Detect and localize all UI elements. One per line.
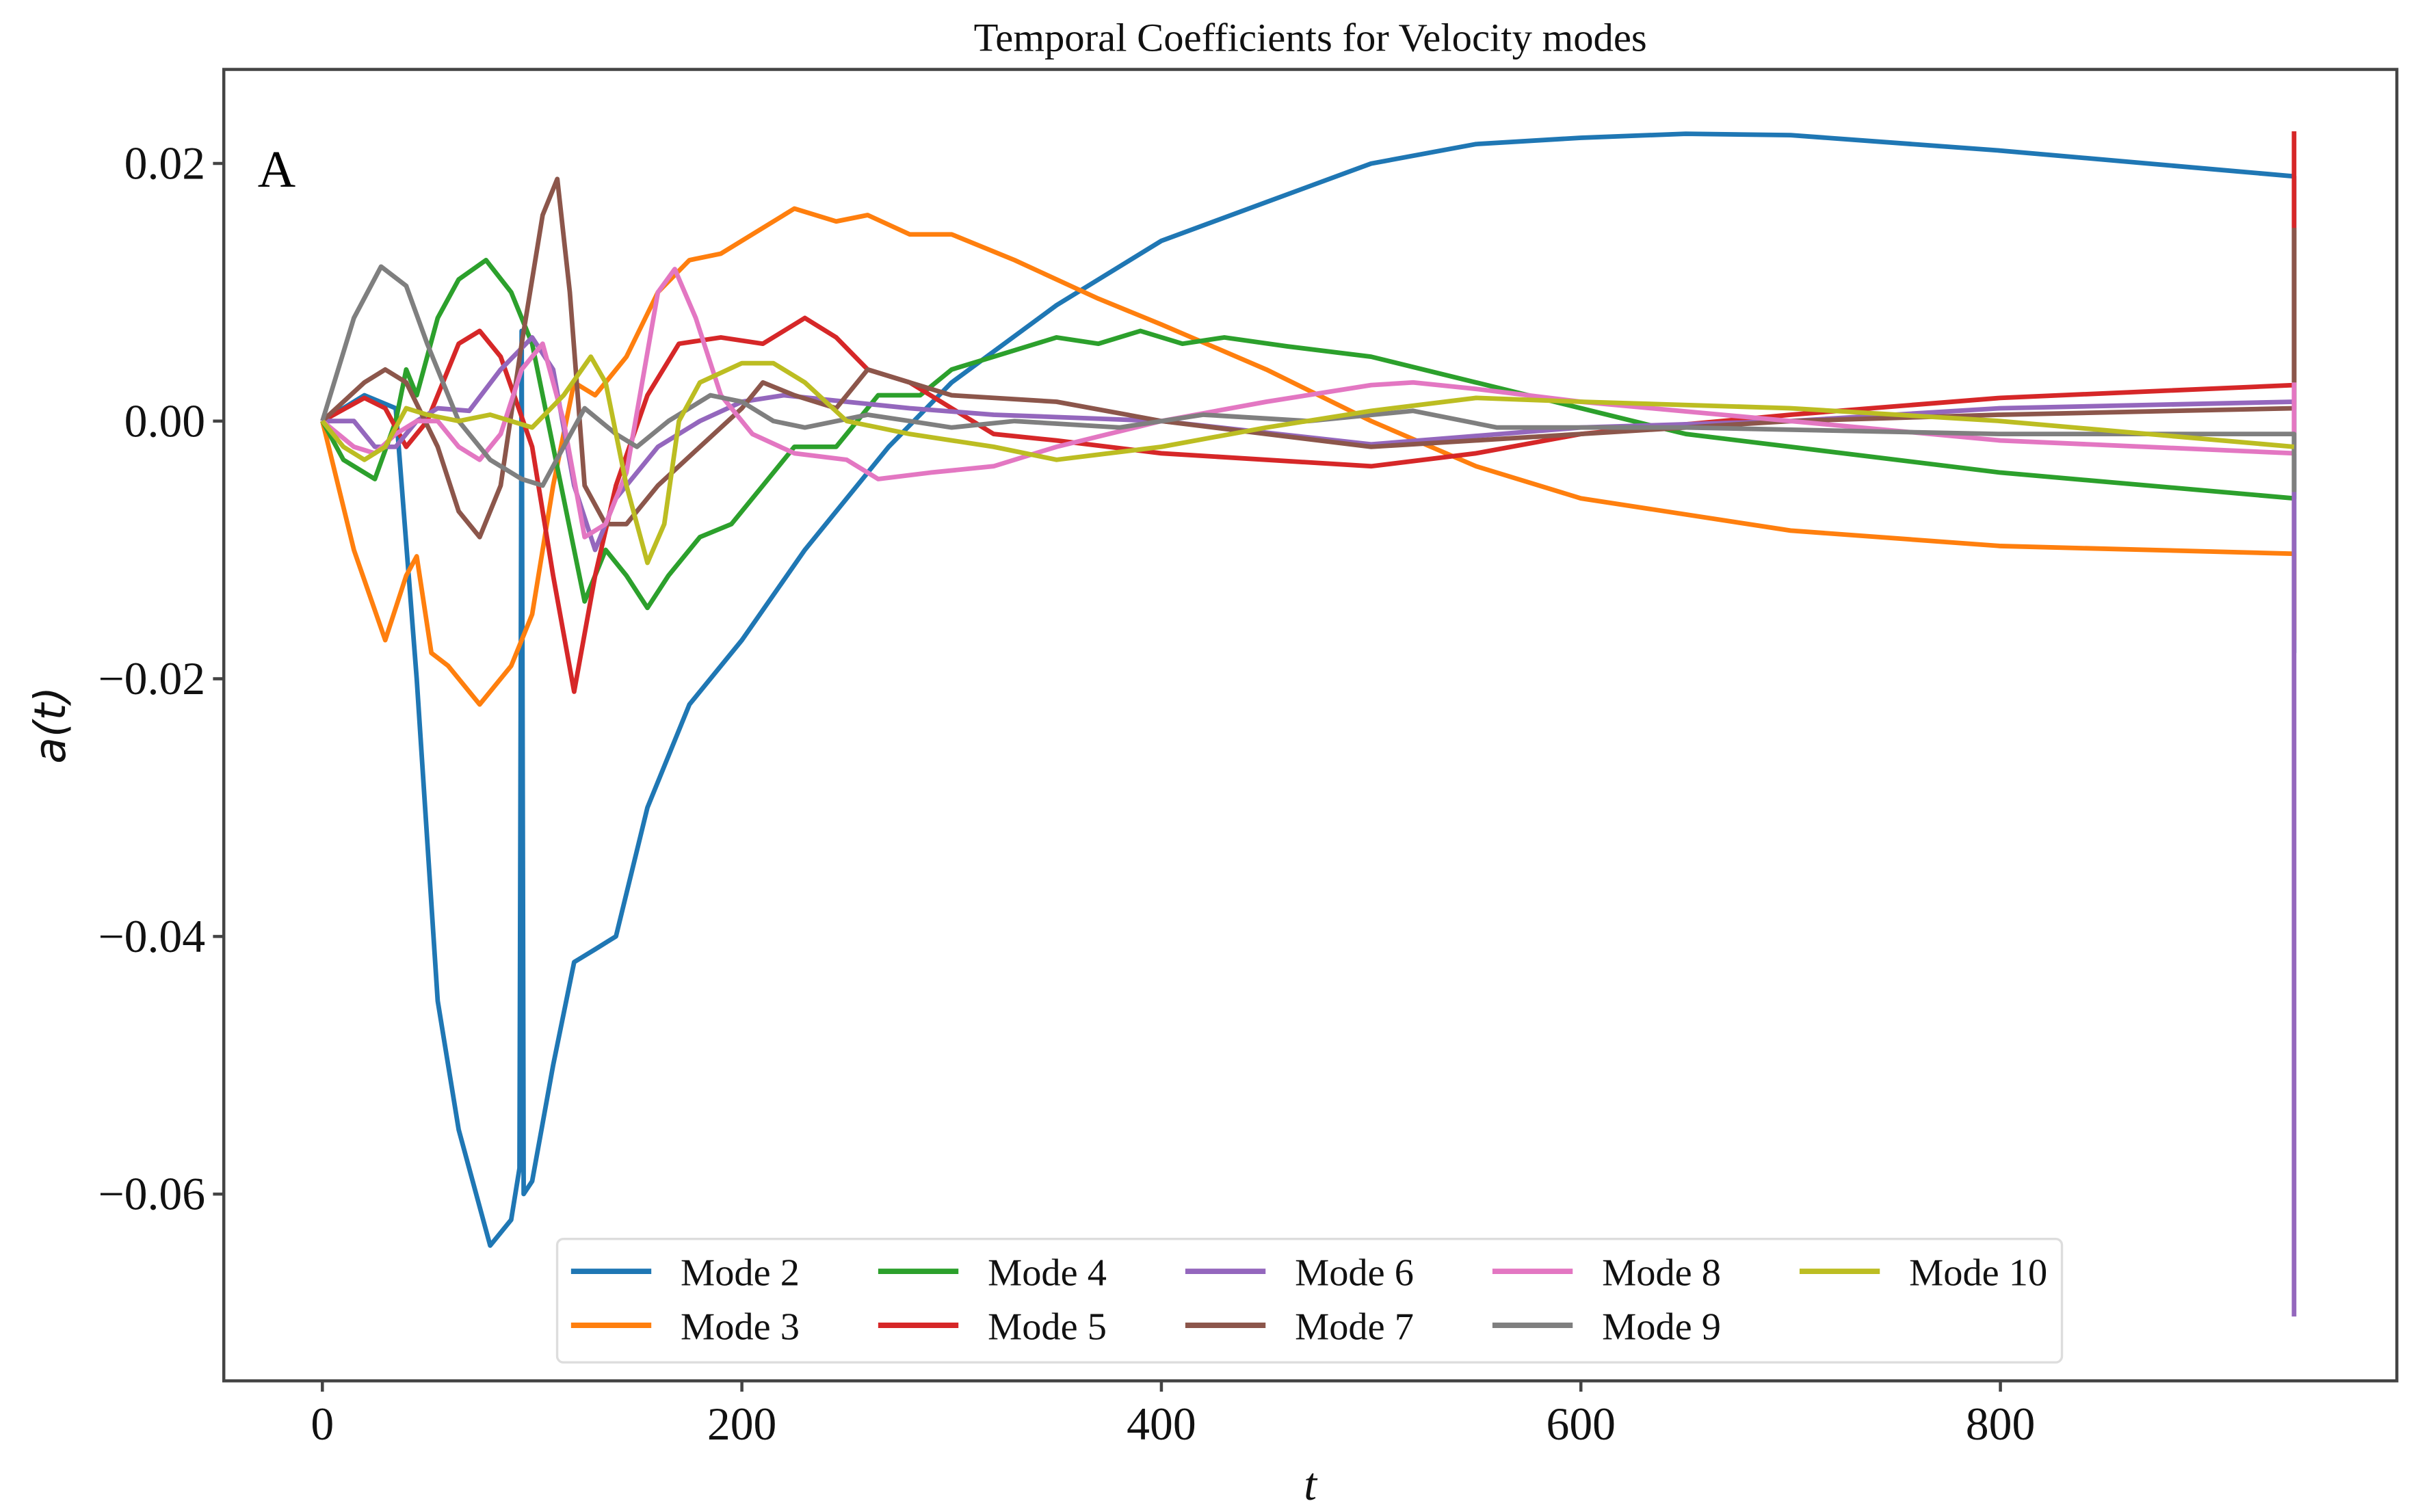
chart-title: Temporal Coefficients for Velocity modes bbox=[974, 15, 1647, 59]
y-axis-label: a(t) bbox=[25, 687, 75, 764]
legend-label: Mode 9 bbox=[1602, 1305, 1721, 1348]
series-line-mode-7 bbox=[321, 176, 2297, 540]
series-line-mode-8 bbox=[321, 267, 2297, 540]
plot-frame bbox=[222, 68, 2399, 1383]
series-line-mode-4 bbox=[320, 230, 2297, 611]
plot-lines bbox=[320, 131, 2297, 1317]
legend-label: Mode 4 bbox=[988, 1251, 1107, 1294]
legend-item: Mode 4 bbox=[878, 1251, 1107, 1294]
legend-item: Mode 10 bbox=[1799, 1251, 2047, 1294]
legend-label: Mode 3 bbox=[681, 1305, 800, 1348]
legend-item: Mode 7 bbox=[1185, 1305, 1414, 1348]
panel-label: A bbox=[258, 140, 295, 198]
y-tick-label: −0.02 bbox=[98, 653, 205, 704]
y-axis: 0.02 0.00 −0.02 −0.04 −0.06 bbox=[98, 138, 224, 1220]
legend-item: Mode 8 bbox=[1492, 1251, 1721, 1294]
legend: Mode 2 Mode 3 Mode 4 Mode 5 Mode 6 Mode 7 Mode… bbox=[555, 1237, 2064, 1364]
series-line-mode-2 bbox=[321, 131, 2297, 1248]
legend-item: Mode 2 bbox=[570, 1251, 800, 1294]
x-axis-label: t bbox=[1304, 1459, 1318, 1510]
legend-label: Mode 2 bbox=[681, 1251, 800, 1294]
x-tick-label: 600 bbox=[1546, 1398, 1616, 1450]
legend-item: Mode 6 bbox=[1185, 1251, 1414, 1294]
y-tick-label: −0.06 bbox=[98, 1169, 205, 1220]
series-line-mode-5 bbox=[321, 131, 2297, 694]
legend-label: Mode 7 bbox=[1295, 1305, 1414, 1348]
x-tick-label: 200 bbox=[707, 1398, 777, 1450]
legend-label: Mode 6 bbox=[1295, 1251, 1414, 1294]
x-tick-label: 400 bbox=[1127, 1398, 1196, 1450]
series-line-mode-10 bbox=[320, 354, 2295, 566]
x-tick-label: 800 bbox=[1966, 1398, 2036, 1450]
x-tick-label: 0 bbox=[311, 1398, 334, 1450]
legend-label: Mode 10 bbox=[1909, 1251, 2047, 1294]
x-axis: 0 200 400 600 800 bbox=[311, 1381, 2035, 1450]
legend-item: Mode 3 bbox=[570, 1305, 800, 1348]
legend-item: Mode 5 bbox=[878, 1305, 1107, 1348]
y-tick-label: 0.00 bbox=[124, 395, 205, 447]
legend-item: Mode 9 bbox=[1492, 1305, 1721, 1348]
legend-label: Mode 5 bbox=[988, 1305, 1107, 1348]
y-tick-label: −0.04 bbox=[98, 911, 205, 962]
y-tick-label: 0.02 bbox=[124, 138, 205, 189]
legend-label: Mode 8 bbox=[1602, 1251, 1721, 1294]
